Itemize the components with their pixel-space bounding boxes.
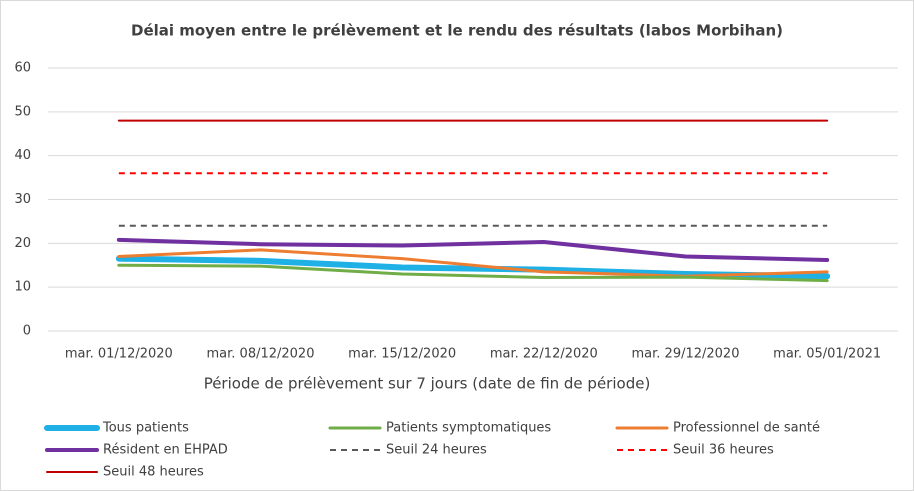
y-tick-label: 10 <box>14 280 31 295</box>
series-line <box>117 248 829 278</box>
legend-label: Tous patients <box>102 421 189 436</box>
chart-title: Délai moyen entre le prélèvement et le r… <box>131 22 783 40</box>
legend-label: Seuil 48 heures <box>103 465 204 480</box>
x-tick-label: mar. 29/12/2020 <box>632 347 740 362</box>
x-tick-label: mar. 05/01/2021 <box>773 347 881 362</box>
y-tick-label: 60 <box>14 61 31 76</box>
series-line <box>117 263 829 283</box>
x-tick-label: mar. 22/12/2020 <box>490 347 598 362</box>
x-tick-label: mar. 01/12/2020 <box>65 347 173 362</box>
y-tick-label: 0 <box>23 324 31 339</box>
legend-label: Patients symptomatiques <box>386 421 551 436</box>
x-tick-label: mar. 08/12/2020 <box>207 347 315 362</box>
legend-label: Seuil 24 heures <box>386 443 487 458</box>
legend-label: Seuil 36 heures <box>673 443 774 458</box>
legend-label: Professionnel de santé <box>673 421 820 436</box>
y-tick-label: 40 <box>14 148 31 163</box>
y-tick-label: 30 <box>14 192 31 207</box>
x-axis-title: Période de prélèvement sur 7 jours (date… <box>204 375 651 393</box>
legend-label: Résident en EHPAD <box>103 443 228 458</box>
series-line <box>116 237 830 262</box>
x-tick-label: mar. 15/12/2020 <box>348 347 456 362</box>
y-tick-label: 50 <box>14 104 31 119</box>
y-tick-label: 20 <box>14 236 31 251</box>
